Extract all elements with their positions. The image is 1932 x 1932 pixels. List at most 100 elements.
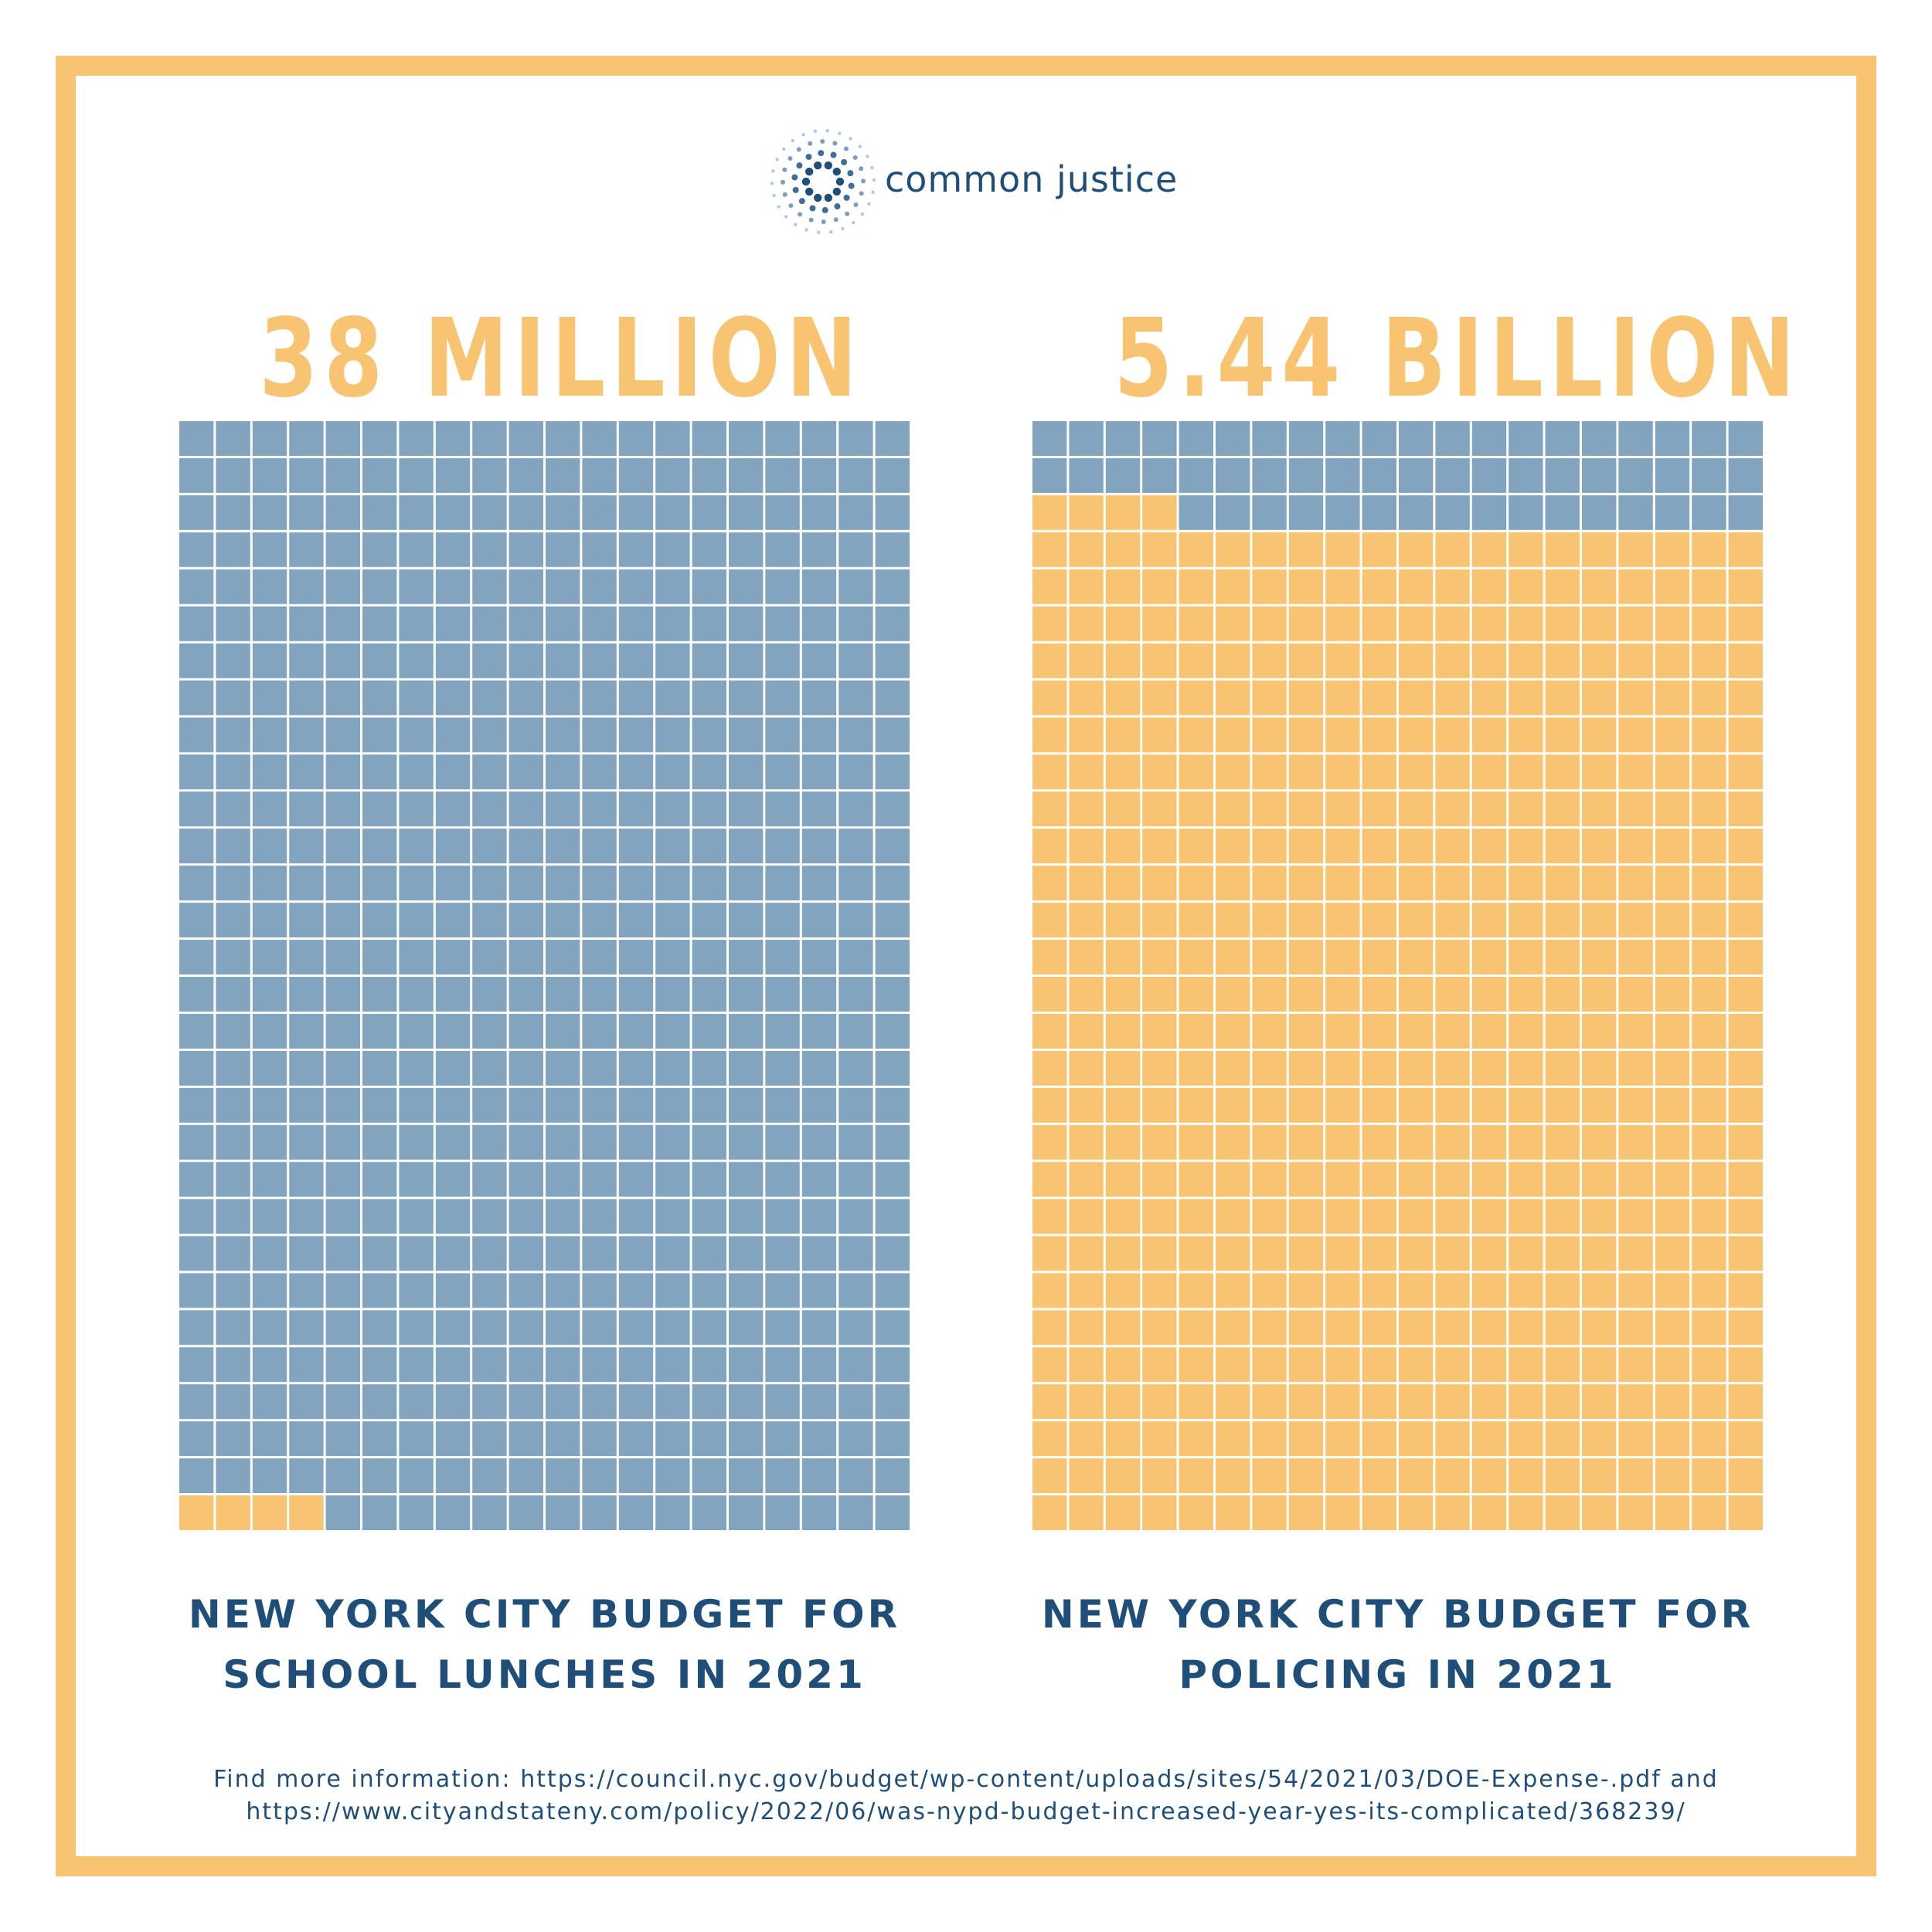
right-waffle-highlighted-cell [1728,643,1763,679]
left-waffle-cell [252,977,287,1012]
left-waffle-cell [801,1199,837,1234]
left-waffle-cell [838,1384,873,1420]
right-waffle-highlighted-cell [1105,680,1141,716]
right-waffle-highlighted-cell [1618,1013,1653,1049]
right-waffle-highlighted-cell [1399,940,1434,975]
right-waffle-highlighted-cell [1545,1421,1580,1457]
right-waffle-highlighted-cell [1692,828,1726,864]
right-waffle-highlighted-cell [1032,791,1067,827]
right-waffle-highlighted-cell [1435,1384,1470,1420]
left-waffle-cell [325,1421,360,1457]
right-waffle-highlighted-cell [1032,1013,1067,1049]
left-waffle-cell [838,1050,873,1086]
logo-dot [859,191,864,196]
logo-dot [770,182,774,185]
right-waffle-cell [1435,495,1470,530]
left-waffle-cell [801,1458,837,1494]
right-waffle-highlighted-cell [1545,903,1580,938]
left-waffle-cell [435,680,471,716]
left-waffle-cell [618,940,654,975]
right-waffle-highlighted-cell [1142,754,1177,790]
left-waffle-cell [765,1273,800,1308]
right-waffle-highlighted-cell [1216,717,1250,753]
left-waffle-cell [399,1050,434,1086]
right-waffle-highlighted-cell [1509,1087,1543,1123]
left-waffle-cell [875,1421,910,1457]
right-waffle-highlighted-cell [1142,643,1177,679]
right-waffle-highlighted-cell [1655,1050,1690,1086]
left-waffle-cell [179,421,214,456]
left-waffle-cell [801,421,837,456]
left-waffle-cell [618,1421,654,1457]
right-waffle-highlighted-cell [1179,1273,1213,1308]
right-waffle-highlighted-cell [1728,1236,1763,1271]
left-waffle-cell [399,717,434,753]
left-waffle-cell [289,1310,324,1345]
right-waffle-highlighted-cell [1728,606,1763,641]
right-waffle-highlighted-cell [1399,1458,1434,1494]
left-waffle-cell [216,977,250,1012]
right-waffle-highlighted-cell [1471,1495,1507,1530]
left-waffle-cell [509,495,543,530]
right-waffle-highlighted-cell [1032,532,1067,567]
right-waffle-cell [1288,495,1324,530]
left-waffle-cell [655,569,690,604]
left-waffle-cell [289,643,324,679]
right-waffle-highlighted-cell [1728,791,1763,827]
right-waffle-highlighted-cell [1655,569,1690,604]
right-waffle-highlighted-cell [1435,717,1470,753]
right-waffle-highlighted-cell [1142,1162,1177,1197]
right-waffle-highlighted-cell [1069,828,1104,864]
left-waffle-cell [509,1013,543,1049]
left-waffle-cell [509,1236,543,1271]
left-waffle-cell [618,1310,654,1345]
right-waffle-highlighted-cell [1692,1236,1726,1271]
left-waffle-cell [692,866,726,901]
right-waffle-highlighted-cell [1179,791,1213,827]
left-waffle-cell [582,495,617,530]
right-waffle-highlighted-cell [1069,1495,1104,1530]
left-waffle-cell [729,828,764,864]
right-waffle-highlighted-cell [1032,1347,1067,1383]
right-waffle-highlighted-cell [1399,1347,1434,1383]
left-waffle-cell [399,791,434,827]
left-waffle-cell [179,1421,214,1457]
left-waffle-cell [765,1087,800,1123]
left-waffle-cell [435,1458,471,1494]
left-waffle-cell [472,1347,507,1383]
right-waffle-highlighted-cell [1399,1050,1434,1086]
right-waffle-highlighted-cell [1216,532,1250,567]
right-waffle-highlighted-cell [1288,1384,1324,1420]
left-waffle-cell [252,495,287,530]
left-waffle-cell [252,457,287,493]
right-waffle-highlighted-cell [1545,717,1580,753]
left-waffle-cell [435,1087,471,1123]
right-waffle-highlighted-cell [1179,1495,1213,1530]
left-waffle-cell [692,1050,726,1086]
left-waffle-cell [582,1199,617,1234]
right-waffle-highlighted-cell [1216,940,1250,975]
left-waffle-cell [801,643,837,679]
left-waffle-cell [399,1310,434,1345]
logo-dot [860,212,865,216]
left-waffle-cell [801,1384,837,1420]
right-waffle-cell [1179,421,1213,456]
right-waffle-highlighted-cell [1545,569,1580,604]
left-waffle-cell [655,1013,690,1049]
right-waffle-highlighted-cell [1692,1087,1726,1123]
logo-dot [867,202,871,206]
right-waffle-highlighted-cell [1728,977,1763,1012]
right-waffle-highlighted-cell [1728,532,1763,567]
logo-dot [853,202,859,207]
right-waffle-highlighted-cell [1435,1236,1470,1271]
left-waffle-cell [692,717,726,753]
right-waffle-cell [1545,495,1580,530]
logo-dot [818,150,825,157]
left-waffle-cell [838,421,873,456]
right-waffle-highlighted-cell [1655,1310,1690,1345]
logo-dot [845,211,850,216]
left-waffle-cell [289,1087,324,1123]
left-waffle-cell [472,495,507,530]
right-waffle-highlighted-cell [1728,1087,1763,1123]
right-waffle-highlighted-cell [1618,569,1653,604]
